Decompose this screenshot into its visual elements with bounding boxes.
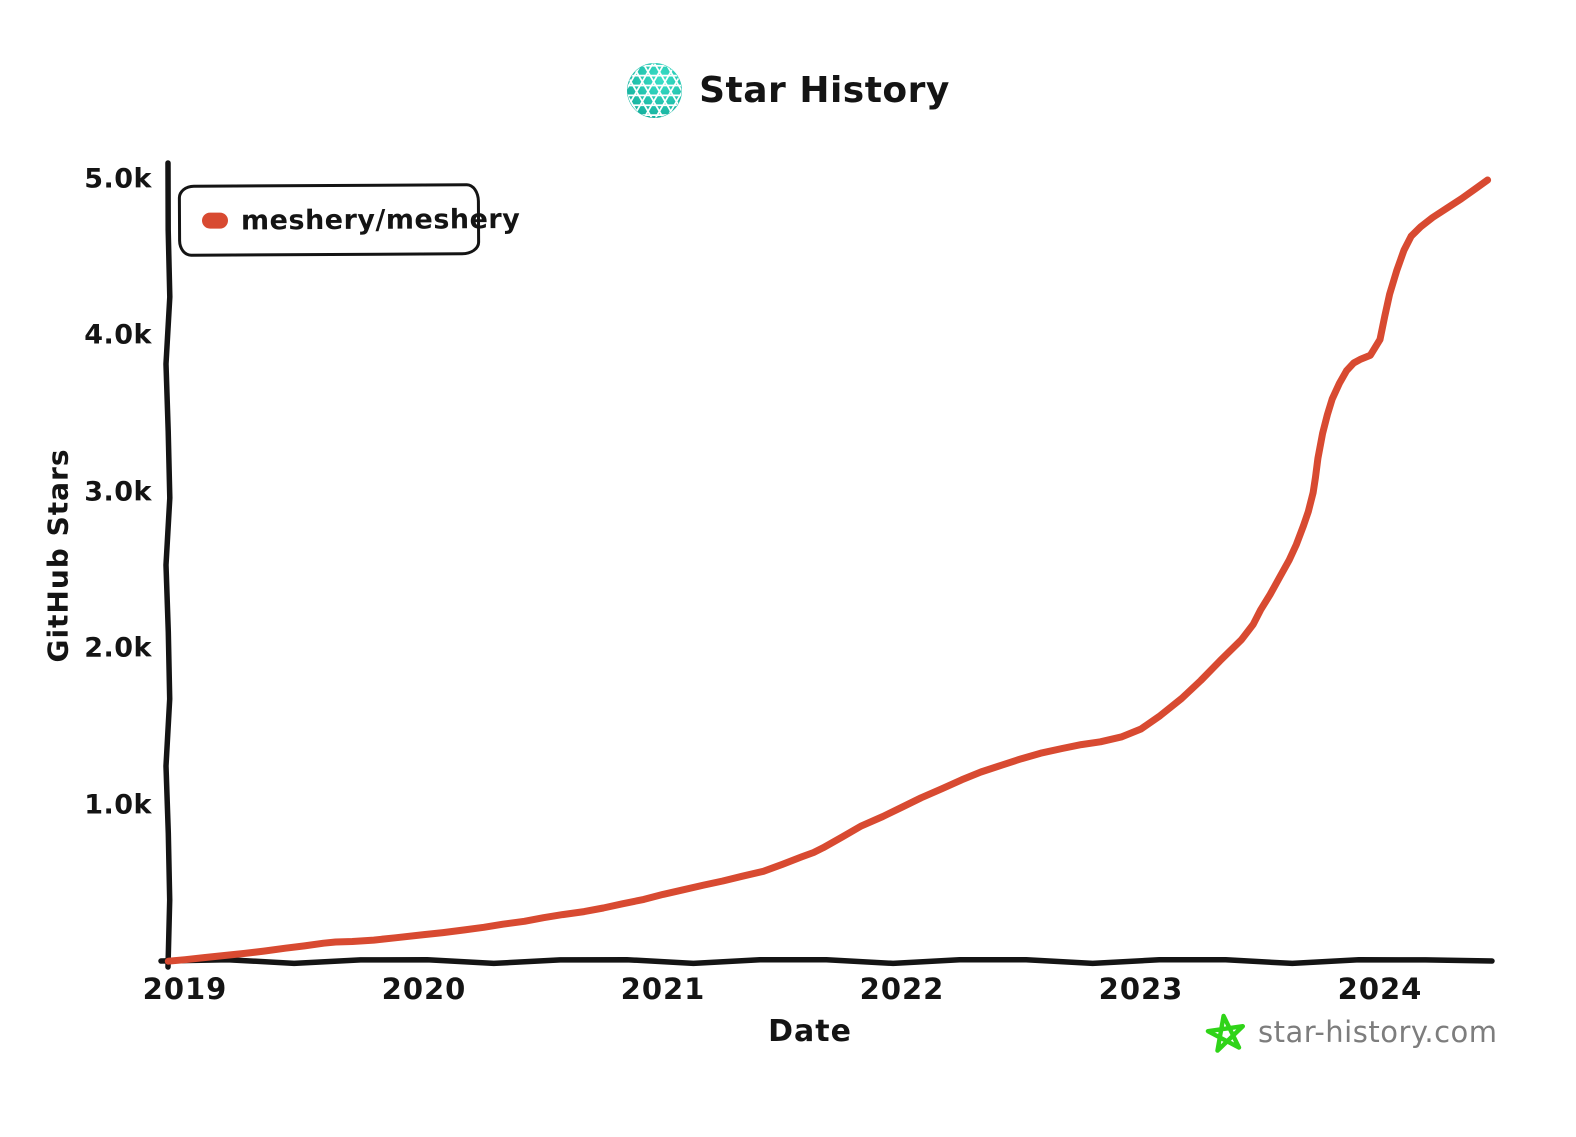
y-axis-tick-labels: 1.0k 2.0k 3.0k 4.0k 5.0k <box>0 0 152 1137</box>
header: Star History <box>0 62 1576 119</box>
legend: meshery/meshery <box>177 183 520 257</box>
x-axis-title: Date <box>768 1014 852 1049</box>
footer-watermark: star-history.com <box>1204 1008 1498 1056</box>
star-history-logo-icon <box>627 63 683 118</box>
x-axis-line <box>158 956 1495 967</box>
y-tick-label: 1.0k <box>84 788 152 820</box>
x-tick-label: 2023 <box>1098 972 1184 1006</box>
series-line-meshery-meshery <box>164 176 1492 965</box>
legend-series-label: meshery/meshery <box>240 203 521 236</box>
y-axis-title: GitHub Stars <box>41 448 75 663</box>
x-tick-label: 2020 <box>381 972 467 1006</box>
y-axis-line <box>163 160 173 970</box>
x-tick-label: 2019 <box>142 972 228 1006</box>
y-tick-label: 2.0k <box>84 632 152 664</box>
x-axis-tick-labels: 2019 2020 2021 2022 2023 2024 <box>0 972 1576 1016</box>
page-title: Star History <box>699 70 950 111</box>
x-tick-label: 2021 <box>620 972 706 1006</box>
footer-site-label: star-history.com <box>1258 1015 1498 1049</box>
star-icon <box>1205 1013 1246 1053</box>
x-tick-label: 2024 <box>1337 972 1423 1006</box>
y-tick-label: 4.0k <box>84 319 152 351</box>
series-color-marker <box>201 212 229 229</box>
y-tick-label: 3.0k <box>84 476 152 508</box>
y-tick-label: 5.0k <box>84 163 152 195</box>
x-tick-label: 2022 <box>859 972 945 1006</box>
